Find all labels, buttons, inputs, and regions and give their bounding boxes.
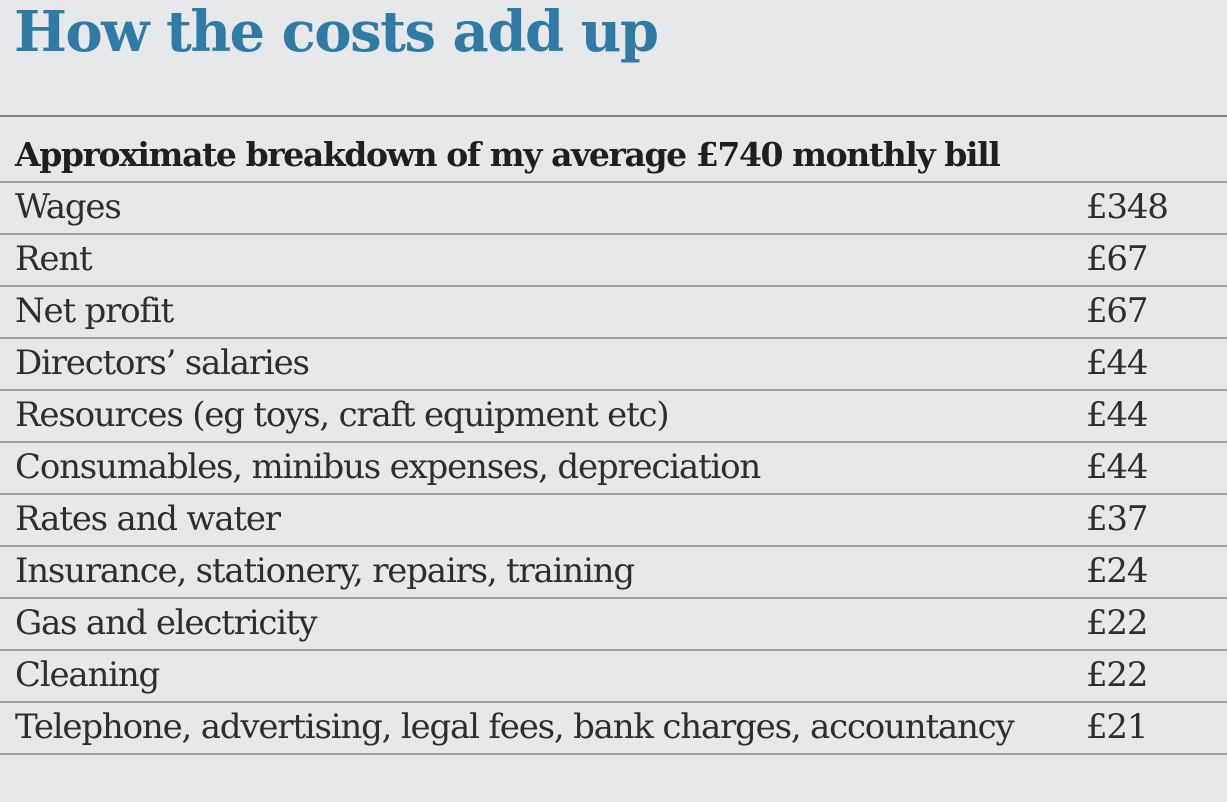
row-value: £348 bbox=[1086, 187, 1169, 227]
row-label: Rates and water bbox=[15, 499, 281, 539]
table-row: Resources (eg toys, craft equipment etc)… bbox=[0, 391, 1227, 443]
row-value: £37 bbox=[1086, 499, 1149, 539]
row-value: £22 bbox=[1086, 655, 1149, 695]
table-row: Rates and water £37 bbox=[0, 495, 1227, 547]
table-row: Gas and electricity £22 bbox=[0, 599, 1227, 651]
row-value: £44 bbox=[1086, 395, 1149, 435]
table-header-row: Approximate breakdown of my average £740… bbox=[0, 117, 1227, 183]
row-value: £67 bbox=[1086, 239, 1149, 279]
row-label: Gas and electricity bbox=[15, 603, 318, 643]
row-value: £24 bbox=[1086, 551, 1149, 591]
row-label: Directors’ salaries bbox=[15, 343, 310, 383]
row-value: £21 bbox=[1086, 707, 1149, 747]
row-value: £44 bbox=[1086, 447, 1149, 487]
row-label: Telephone, advertising, legal fees, bank… bbox=[15, 707, 1015, 747]
table-row: Wages £348 bbox=[0, 183, 1227, 235]
table-row: Consumables, minibus expenses, depreciat… bbox=[0, 443, 1227, 495]
row-label: Cleaning bbox=[15, 655, 160, 695]
row-label: Net profit bbox=[15, 291, 174, 331]
table-subtitle: Approximate breakdown of my average £740… bbox=[15, 135, 1001, 174]
table-row: Telephone, advertising, legal fees, bank… bbox=[0, 703, 1227, 755]
cost-breakdown-table: Approximate breakdown of my average £740… bbox=[0, 115, 1227, 755]
table-row: Insurance, stationery, repairs, training… bbox=[0, 547, 1227, 599]
row-label: Resources (eg toys, craft equipment etc) bbox=[15, 395, 670, 435]
row-value: £44 bbox=[1086, 343, 1149, 383]
table-body: Wages £348 Rent £67 Net profit £67 Directors’ … bbox=[0, 183, 1227, 755]
table-row: Cleaning £22 bbox=[0, 651, 1227, 703]
row-label: Wages bbox=[15, 187, 122, 227]
table-row: Rent £67 bbox=[0, 235, 1227, 287]
row-value: £22 bbox=[1086, 603, 1149, 643]
chart-title: How the costs add up bbox=[14, 0, 659, 65]
row-label: Insurance, stationery, repairs, training bbox=[15, 551, 635, 591]
table-row: Directors’ salaries £44 bbox=[0, 339, 1227, 391]
table-row: Net profit £67 bbox=[0, 287, 1227, 339]
row-label: Rent bbox=[15, 239, 93, 279]
row-value: £67 bbox=[1086, 291, 1149, 331]
row-label: Consumables, minibus expenses, depreciat… bbox=[15, 447, 761, 487]
